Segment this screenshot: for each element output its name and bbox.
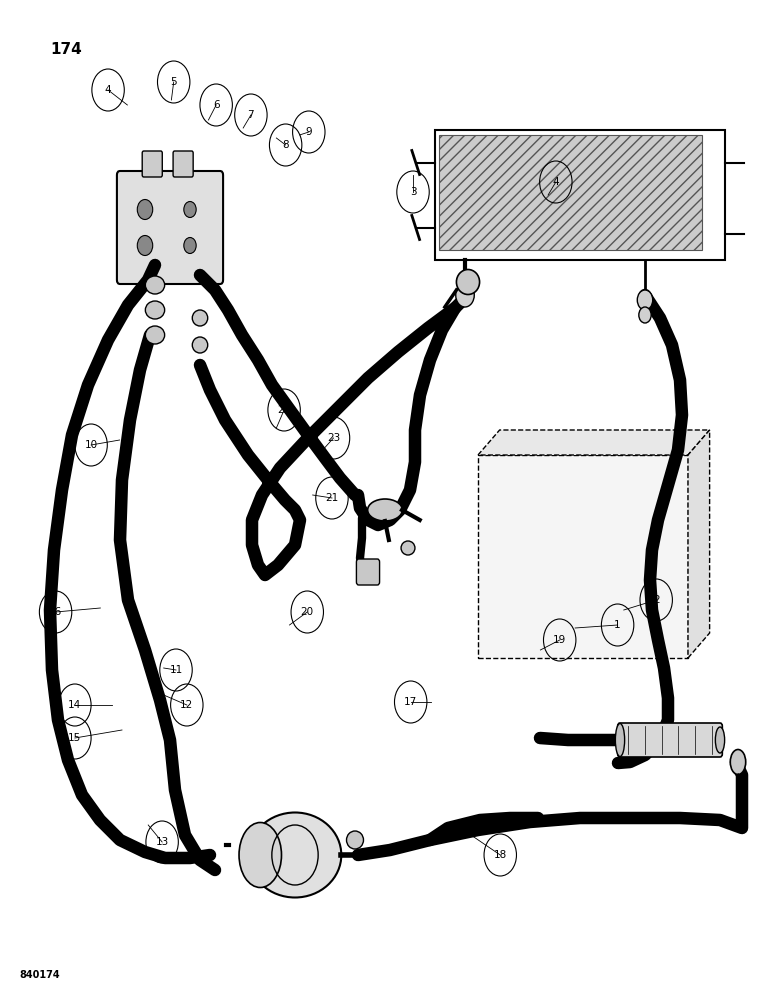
Ellipse shape [347, 831, 364, 849]
Text: 6: 6 [213, 100, 219, 110]
Text: 2: 2 [653, 595, 659, 605]
Text: 18: 18 [493, 850, 507, 860]
FancyBboxPatch shape [435, 130, 725, 260]
FancyBboxPatch shape [357, 559, 380, 585]
FancyBboxPatch shape [618, 723, 723, 757]
Ellipse shape [239, 822, 282, 888]
Ellipse shape [401, 541, 415, 555]
Text: 12: 12 [180, 700, 194, 710]
Circle shape [184, 237, 196, 253]
Ellipse shape [456, 269, 479, 294]
Text: 17: 17 [404, 697, 418, 707]
Text: 14: 14 [68, 700, 82, 710]
Text: 1: 1 [615, 620, 621, 630]
Text: 8: 8 [283, 140, 289, 150]
Ellipse shape [367, 499, 402, 521]
Circle shape [137, 235, 153, 255]
Text: 21: 21 [325, 493, 339, 503]
Ellipse shape [615, 724, 625, 756]
Text: 3: 3 [410, 187, 416, 197]
Text: 15: 15 [68, 733, 82, 743]
Ellipse shape [192, 310, 208, 326]
Polygon shape [478, 430, 709, 455]
Text: 19: 19 [553, 635, 567, 645]
Circle shape [455, 283, 474, 307]
FancyBboxPatch shape [438, 135, 702, 250]
Text: 22: 22 [277, 405, 291, 415]
Ellipse shape [730, 750, 746, 774]
Ellipse shape [249, 812, 341, 898]
Text: 16: 16 [49, 607, 63, 617]
Text: 20: 20 [300, 607, 314, 617]
Text: 11: 11 [169, 665, 183, 675]
Ellipse shape [145, 276, 164, 294]
Text: 7: 7 [248, 110, 254, 120]
FancyBboxPatch shape [117, 171, 223, 284]
Circle shape [137, 200, 153, 220]
Text: 9: 9 [306, 127, 312, 137]
Circle shape [184, 202, 196, 218]
FancyBboxPatch shape [173, 151, 193, 177]
Ellipse shape [192, 337, 208, 353]
Text: 13: 13 [155, 837, 169, 847]
Circle shape [638, 307, 651, 323]
FancyBboxPatch shape [142, 151, 162, 177]
Circle shape [637, 290, 652, 310]
Text: 4: 4 [553, 177, 559, 187]
Text: 23: 23 [327, 433, 340, 443]
Ellipse shape [145, 301, 164, 319]
Text: 4: 4 [105, 85, 111, 95]
Text: 5: 5 [171, 77, 177, 87]
Text: 840174: 840174 [19, 970, 60, 980]
Polygon shape [688, 430, 709, 658]
Ellipse shape [716, 727, 725, 753]
Polygon shape [478, 455, 688, 658]
Text: 10: 10 [84, 440, 98, 450]
Text: 174: 174 [50, 42, 82, 57]
Ellipse shape [145, 326, 164, 344]
